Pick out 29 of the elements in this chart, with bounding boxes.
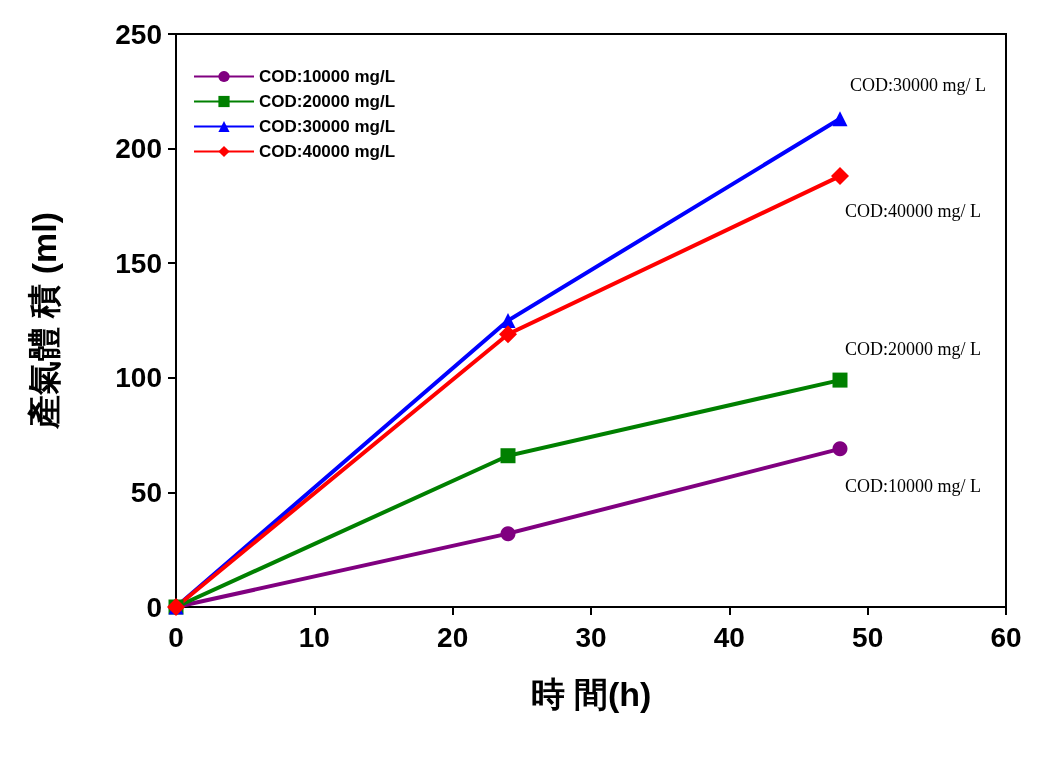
point	[500, 526, 516, 542]
x-tick-label: 20	[437, 621, 469, 653]
point	[832, 441, 848, 457]
y-tick-label: 100	[115, 362, 162, 394]
y-tick-label: 250	[115, 18, 162, 50]
x-tick-label: 50	[852, 621, 884, 653]
point	[500, 448, 516, 464]
legend-label: COD:30000 mg/L	[259, 117, 396, 136]
x-tick-label: 10	[298, 621, 330, 653]
x-tick-label: 60	[990, 621, 1022, 653]
x-tick-label: 30	[575, 621, 607, 653]
point	[831, 167, 849, 186]
x-axis-title: 時 間(h)	[530, 675, 652, 713]
y-tick-label: 50	[130, 476, 162, 508]
point	[832, 372, 848, 388]
legend-label: COD:20000 mg/L	[259, 92, 396, 111]
point	[499, 325, 517, 344]
x-tick-label: 0	[168, 621, 184, 653]
x-tick-label: 40	[713, 621, 745, 653]
y-tick-label: 150	[115, 247, 162, 279]
legend-label: COD:40000 mg/L	[259, 142, 396, 161]
y-tick-label: 0	[146, 591, 162, 623]
y-axis-title: 產氣體 積 (ml)	[25, 211, 63, 431]
annotation: COD:10000 mg/ L	[844, 476, 982, 496]
annotation: COD:20000 mg/ L	[844, 339, 982, 359]
y-tick-label: 200	[115, 133, 162, 165]
annotation: COD:30000 mg/ L	[849, 75, 987, 95]
annotation: COD:40000 mg/ L	[844, 201, 982, 221]
legend-label: COD:10000 mg/L	[259, 67, 396, 86]
